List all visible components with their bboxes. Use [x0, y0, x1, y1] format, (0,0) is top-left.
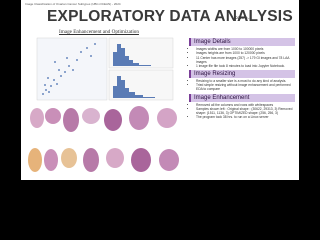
- scatter-dots: [42, 43, 96, 95]
- scatter-plot: [36, 37, 108, 101]
- subtitle: Image Enhancement and Optimization: [59, 29, 139, 35]
- page: Image Classification of Ovarian Cancer S…: [0, 0, 320, 180]
- histogram-bars: [113, 44, 151, 66]
- title-suffix: CONTD..: [235, 16, 250, 20]
- bullet: Resizing to a smaller size is a must to …: [196, 79, 295, 83]
- tissue-samples: [28, 106, 179, 172]
- bullet: Removed all the columns and rows with wh…: [196, 103, 295, 107]
- bullet: Tried simple resizing without image enha…: [196, 83, 295, 91]
- caption: Image Classification of Ovarian Cancer S…: [25, 2, 121, 6]
- text-panel: Image DetailsImages widths are from 1000…: [189, 36, 295, 119]
- bullet-list: Removed all the columns and rows with wh…: [189, 103, 295, 120]
- bullet-list: Resizing to a smaller size is a must to …: [189, 79, 295, 91]
- bullet: Images widths are from 1000 to 100000 pi…: [196, 47, 295, 51]
- title: EXPLORATORY DATA ANALYSIS: [47, 8, 293, 25]
- bullet: Samples shown left : Original shape : (3…: [196, 107, 295, 115]
- bullet: 11 Center has more images (257) -> 179 G…: [196, 56, 295, 64]
- figures: [28, 37, 179, 172]
- section-heading: Image Details: [189, 38, 295, 46]
- bullet: The program took 38 hrs. to run on a Lin…: [196, 115, 295, 119]
- section-heading: Image Enhancement: [189, 93, 295, 102]
- histogram-bars: [113, 76, 155, 98]
- bullet-list: Images widths are from 1000 to 100000 pi…: [189, 47, 295, 68]
- section-heading: Image Resizing: [189, 70, 295, 79]
- bullet: Images heights are from 1000 to 120000 p…: [196, 51, 295, 55]
- slide: Image Classification of Ovarian Cancer S…: [21, 0, 299, 180]
- bullet: 1 image file file took 8 minutes to load…: [196, 64, 295, 68]
